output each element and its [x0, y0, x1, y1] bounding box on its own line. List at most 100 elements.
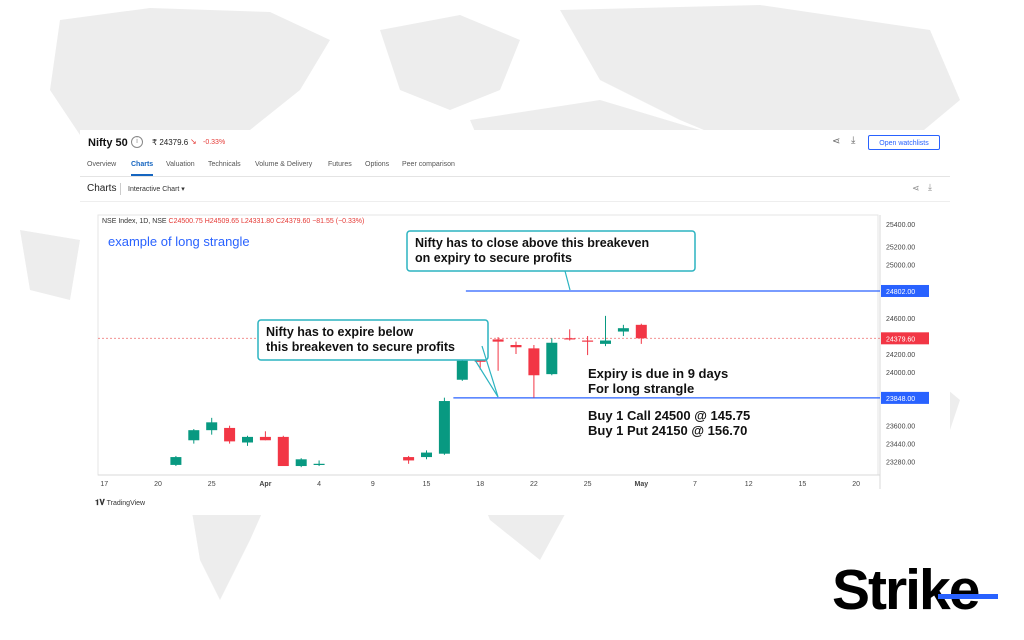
breakeven-label: 24802.00 [886, 289, 915, 296]
ohlc-value: L24331.80 [241, 218, 276, 225]
chart-share-icon[interactable]: ⋖ [912, 183, 920, 193]
candle-body [456, 360, 468, 380]
info-icon[interactable]: i [131, 136, 143, 148]
tradingview-logo: 𝟏𝐕 TradingView [95, 498, 145, 508]
candle-body [635, 324, 647, 339]
x-tick-label: 15 [423, 481, 431, 488]
x-tick-label: 25 [208, 481, 216, 488]
expiry-note: For long strangle [588, 381, 694, 396]
y-tick-label: 23600.00 [886, 424, 915, 431]
candlestick-chart[interactable]: 23280.00 23440.00 23600.00 24000.00 24200.00… [80, 130, 950, 515]
price-change: -0.33% [203, 139, 226, 146]
x-tick-label: 25 [584, 481, 592, 488]
x-tick-label: 15 [799, 481, 807, 488]
tab-futures[interactable]: Futures [328, 161, 352, 168]
last-price-label: 24379.60 [886, 336, 915, 343]
y-tick-label: 25000.00 [886, 262, 915, 269]
price-value: ₹ 24379.6 [152, 138, 189, 147]
y-tick-label: 23280.00 [886, 460, 915, 467]
tab-overview[interactable]: Overview [87, 161, 117, 168]
trade-note: Buy 1 Call 24500 @ 145.75 [588, 408, 750, 423]
last-price-tag [881, 332, 929, 345]
y-tick-label: 24600.00 [886, 316, 915, 323]
x-tick-label: 22 [530, 481, 538, 488]
candle-body [224, 427, 236, 442]
chart-card: Nifty 50 i ₹ 24379.6 ↘ -0.33% ⋖ ⤓ Open w… [80, 130, 950, 515]
annotation-text: Nifty has to expire below [266, 325, 414, 339]
y-tick-label: 25200.00 [886, 244, 915, 251]
candle-body [313, 463, 325, 465]
candle-body [277, 436, 289, 467]
candle-body [170, 457, 182, 465]
tab-bar: Overview Charts Valuation Technicals Vol… [80, 156, 950, 177]
tab-charts[interactable]: Charts [131, 161, 154, 168]
chart-type-label: Interactive Chart [128, 186, 180, 193]
candle-body [403, 457, 415, 461]
share-icon[interactable]: ⋖ [832, 136, 841, 147]
tab-valuation[interactable]: Valuation [166, 161, 195, 168]
breakeven-label: 23848.00 [886, 396, 915, 403]
download-icon[interactable]: ⤓ [851, 135, 856, 146]
annotation-box [257, 319, 489, 361]
trend-down-icon: ↘ [190, 137, 197, 146]
divider [120, 183, 121, 195]
annotation-text: on expiry to secure profits [415, 251, 572, 265]
candle-body [259, 436, 271, 441]
x-tick-label: 7 [693, 481, 697, 488]
ohlc-value: −81.55 (−0.33%) [312, 218, 364, 225]
candle-body [617, 328, 629, 332]
x-tick-label: 4 [317, 481, 321, 488]
x-tick-label: May [634, 481, 648, 488]
chart-subheader: Charts Interactive Chart ▾ ⋖ ⤓ [80, 177, 950, 202]
active-tab-indicator [131, 174, 153, 176]
x-tick-label: 17 [100, 481, 108, 488]
tab-technicals[interactable]: Technicals [208, 161, 241, 168]
trade-note: Buy 1 Put 24150 @ 156.70 [588, 423, 747, 438]
expiry-note: Expiry is due in 9 days [588, 366, 728, 381]
candle-body [242, 436, 253, 443]
x-tick-label: 20 [154, 481, 162, 488]
candle-body [528, 348, 540, 376]
x-tick-label: Apr [259, 481, 271, 488]
annotation-text: Nifty has to close above this breakeven [415, 236, 649, 250]
open-watchlists-button[interactable]: Open watchlists [868, 135, 940, 150]
charts-heading: Charts [87, 183, 117, 194]
tradingview-mark-icon: 𝟏𝐕 [95, 498, 105, 507]
candle-body [438, 401, 450, 454]
annotation-pointer [564, 270, 571, 291]
tab-peer-comparison[interactable]: Peer comparison [402, 161, 455, 168]
candle-body [582, 340, 594, 342]
y-tick-label: 24000.00 [886, 370, 915, 377]
breakeven-tag [881, 391, 929, 404]
ohlc-value: C24379.60 [276, 218, 312, 225]
candle-body [600, 340, 611, 344]
annotation-text: this breakeven to secure profits [266, 340, 455, 354]
x-tick-label: 12 [745, 481, 753, 488]
tab-options[interactable]: Options [365, 161, 390, 168]
strike-logo-accent [938, 594, 998, 599]
candle-body [421, 452, 432, 458]
strike-logo: Strike [832, 558, 980, 622]
y-tick-label: 23440.00 [886, 442, 915, 449]
y-tick-label: 25400.00 [886, 222, 915, 229]
x-tick-label: 9 [371, 481, 375, 488]
tradingview-label: TradingView [106, 500, 146, 507]
annotation-pointer [474, 359, 499, 398]
tab-volume-delivery[interactable]: Volume & Delivery [255, 161, 313, 168]
candle-body [206, 422, 218, 431]
chart-type-selector[interactable]: Interactive Chart ▾ [128, 186, 185, 193]
chart-legend: NSE Index, 1D, NSE C24500.75 H24509.65 L… [102, 218, 364, 225]
chart-subtitle: example of long strangle [108, 234, 250, 249]
y-tick-label: 24200.00 [886, 352, 915, 359]
candle-body [188, 430, 200, 441]
index-title: Nifty 50 [88, 137, 128, 149]
candle-body [546, 342, 558, 375]
candle-body [564, 338, 576, 340]
top-bar: Nifty 50 i ₹ 24379.6 ↘ -0.33% ⋖ ⤓ Open w… [80, 130, 950, 156]
ohlc-value: H24509.65 [205, 218, 241, 225]
annotation-pointer [481, 345, 499, 398]
breakeven-tag [881, 284, 929, 297]
candle-body [510, 345, 522, 348]
x-tick-label: 20 [852, 481, 860, 488]
chart-download-icon[interactable]: ⤓ [928, 182, 932, 192]
